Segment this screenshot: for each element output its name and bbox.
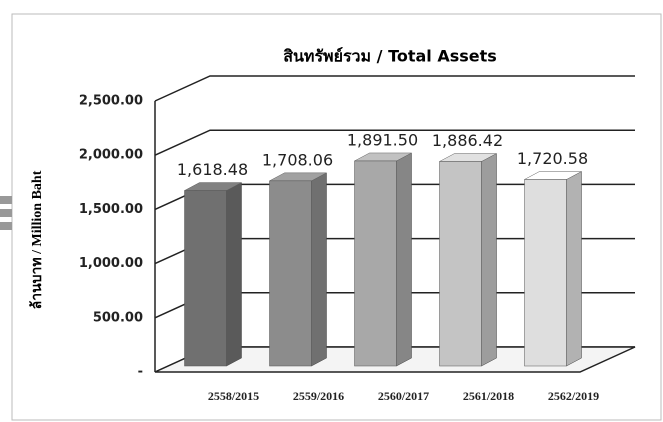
bar-side (566, 171, 582, 367)
y-tick-label: 1,500.00 (79, 202, 143, 217)
value-label: 1,891.50 (347, 130, 418, 149)
y-tick-label: 1,000.00 (79, 256, 143, 271)
value-label: 1,886.42 (432, 131, 503, 150)
value-label: 1,618.48 (177, 160, 248, 179)
bar-side (396, 152, 412, 367)
chart-title: สินทรัพย์รวม / Total Assets (283, 47, 497, 66)
bar-side (311, 172, 327, 367)
y-axis-label: ล้านบาท / Million Baht (29, 170, 45, 309)
bar (354, 160, 397, 367)
x-tick-label: 2560/2017 (378, 389, 429, 403)
x-tick-label: 2559/2016 (293, 389, 344, 403)
y-tick-label: 500.00 (93, 310, 143, 325)
bar (184, 190, 227, 367)
value-label: 1,720.58 (517, 149, 588, 168)
bar-side (226, 182, 242, 367)
y-tick-label: 2,500.00 (79, 94, 143, 109)
y-tick-label: - (138, 365, 143, 380)
x-tick-label: 2561/2018 (463, 389, 514, 403)
y-tick-label: 2,000.00 (79, 148, 143, 163)
bar (524, 179, 567, 367)
bar (439, 161, 482, 367)
bar-side (481, 153, 497, 367)
x-tick-label: 2562/2019 (548, 389, 599, 403)
grid-line (154, 75, 635, 102)
value-label: 1,708.06 (262, 150, 333, 169)
bar (269, 180, 312, 367)
x-tick-label: 2558/2015 (208, 389, 259, 403)
side-decoration (0, 196, 12, 230)
grid-line (154, 129, 635, 156)
